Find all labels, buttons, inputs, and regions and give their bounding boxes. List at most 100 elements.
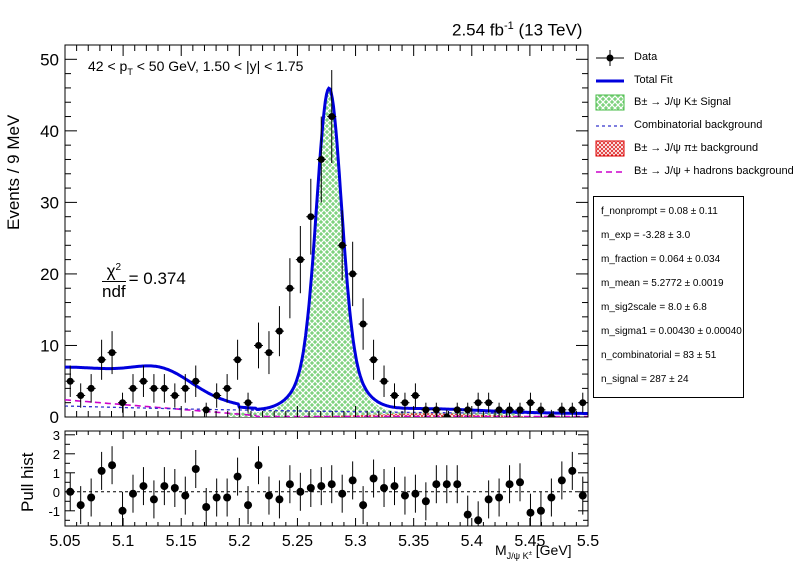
pull-plot-frame [64, 430, 589, 527]
chi2-denominator: ndf [102, 281, 126, 301]
lumi-text: 2.54 fb [452, 20, 504, 40]
data-point [244, 399, 252, 407]
cut-text-1: 42 < p [88, 58, 128, 74]
data-point [307, 213, 315, 221]
y-axis-label-main: Events / 9 MeV [4, 114, 23, 230]
data-point [380, 377, 388, 385]
pull-point [139, 482, 148, 491]
pull-point [453, 480, 462, 489]
data-point [359, 320, 367, 328]
param-m-sigma1: m_sigma1 = 0.00430 ± 0.00040 [601, 326, 742, 337]
legend-label-hadrons: B± → J/ψ + hadrons background [634, 165, 794, 177]
pull-point [380, 484, 389, 492]
pull-point [411, 489, 420, 498]
data-point [192, 377, 200, 385]
x-label-unit: [GeV] [531, 542, 572, 558]
lumi-energy: (13 TeV) [513, 20, 583, 40]
legend-label-total-fit: Total Fit [634, 74, 673, 86]
legend-key-pi-hatch [595, 140, 625, 157]
pull-point [285, 480, 294, 489]
data-point [139, 377, 147, 385]
x-tick-label: 5.25 [282, 533, 313, 550]
data-point [87, 384, 95, 392]
pull-point [442, 480, 451, 489]
x-tick-label: 5.1 [112, 533, 134, 550]
fit-parameters-box: f_nonprompt = 0.08 ± 0.11 m_exp = -3.28 … [593, 196, 744, 398]
legend-entry-hadrons: B± → J/ψ + hadrons background [594, 162, 796, 182]
legend-key-hadrons-dashed [596, 171, 624, 173]
data-point [119, 399, 127, 407]
pull-point [87, 493, 96, 502]
data-point [485, 399, 493, 407]
pull-point [264, 491, 273, 500]
param-f-nonprompt: f_nonprompt = 0.08 ± 0.11 [601, 206, 718, 217]
data-point [537, 406, 545, 414]
pull-point [76, 501, 85, 510]
data-point [547, 413, 555, 417]
hadrons-background-curve [65, 399, 588, 417]
pull-point [421, 497, 430, 506]
x-label-sub: J/ψ K [506, 550, 529, 561]
pull-point [275, 495, 284, 504]
y-tick-label: 50 [40, 50, 59, 69]
param-m-exp: m_exp = -3.28 ± 3.0 [601, 230, 691, 241]
pull-y-tick-label: 1 [53, 466, 60, 481]
x-tick-label: 5.15 [166, 533, 197, 550]
pull-point [223, 493, 232, 502]
pull-point [306, 484, 315, 492]
pull-point [369, 474, 378, 483]
param-n-combinatorial: n_combinatorial = 83 ± 51 [601, 350, 717, 361]
data-point [526, 399, 534, 407]
data-point [401, 399, 409, 407]
data-point [181, 384, 189, 392]
data-point [66, 377, 74, 385]
pull-point [254, 461, 263, 470]
pull-point [233, 472, 242, 481]
pull-point [390, 482, 399, 491]
pull-point [557, 476, 566, 485]
data-point [516, 406, 524, 414]
data-point [171, 392, 179, 400]
pull-point [432, 480, 441, 489]
legend-label-combinatorial: Combinatorial background [634, 119, 763, 131]
data-point [255, 341, 263, 349]
y-tick-label: 40 [40, 122, 59, 141]
pull-point [202, 503, 211, 511]
data-point [317, 155, 325, 163]
y-tick-label: 30 [40, 193, 59, 212]
data-point [108, 349, 116, 357]
pull-point [505, 480, 514, 489]
legend-key-combinatorial-dashed [596, 125, 624, 127]
x-tick-label: 5.5 [577, 533, 599, 550]
data-point [286, 284, 294, 292]
pull-point [516, 478, 525, 487]
data-point [328, 113, 336, 121]
data-point [202, 406, 210, 414]
luminosity-label: 2.54 fb-1 (13 TeV) [452, 20, 582, 41]
kinematic-cut-label: 42 < pT < 50 GeV, 1.50 < |y| < 1.75 [88, 58, 303, 77]
pull-point [400, 491, 409, 500]
param-m-fraction: m_fraction = 0.064 ± 0.034 [601, 254, 721, 265]
data-point [506, 406, 514, 414]
pull-y-tick-label: 3 [53, 428, 60, 443]
pull-point [181, 491, 190, 500]
chi2-symbol: χ [106, 261, 116, 281]
legend-label-signal: B± → J/ψ K± Signal [634, 96, 731, 108]
pull-point [296, 487, 305, 496]
x-tick-label: 5.45 [514, 533, 545, 550]
pull-point [348, 476, 357, 485]
param-m-sig2scale: m_sig2scale = 8.0 ± 6.8 [601, 302, 707, 313]
data-point [558, 406, 566, 414]
pull-point [495, 493, 504, 502]
legend-entry-combinatorial: Combinatorial background [594, 116, 796, 136]
data-point [338, 241, 346, 249]
chi2-value: = 0.374 [128, 269, 186, 289]
data-point [453, 406, 461, 414]
x-label-base: M [495, 542, 507, 558]
data-point [150, 384, 158, 392]
pull-y-tick-label: 2 [53, 447, 60, 462]
pull-point [568, 466, 577, 475]
param-n-signal: n_signal = 287 ± 24 [601, 374, 689, 385]
data-point [443, 413, 451, 417]
pull-point [474, 516, 483, 525]
